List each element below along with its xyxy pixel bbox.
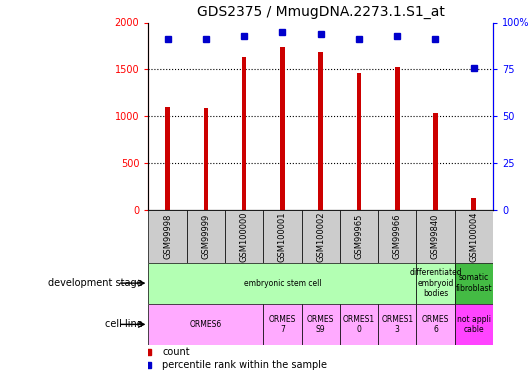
Bar [319, 52, 323, 210]
Text: GSM100000: GSM100000 [240, 211, 249, 261]
Bar [204, 108, 208, 210]
Text: ORMES
S9: ORMES S9 [307, 315, 334, 334]
Text: ORMES1
0: ORMES1 0 [343, 315, 375, 334]
Bar [280, 47, 285, 210]
Bar [417, 262, 455, 304]
Bar [455, 304, 493, 345]
Text: percentile rank within the sample: percentile rank within the sample [162, 360, 327, 370]
Bar [417, 210, 455, 262]
Text: differentiated
embryoid
bodies: differentiated embryoid bodies [409, 268, 462, 298]
Text: count: count [162, 346, 190, 357]
Bar [340, 304, 378, 345]
Bar [357, 73, 361, 210]
Text: development stage: development stage [48, 278, 143, 288]
Text: GSM99999: GSM99999 [201, 214, 210, 259]
Bar [340, 210, 378, 262]
Bar [455, 210, 493, 262]
Bar [378, 304, 417, 345]
Bar [187, 210, 225, 262]
Title: GDS2375 / MmugDNA.2273.1.S1_at: GDS2375 / MmugDNA.2273.1.S1_at [197, 5, 445, 19]
Text: ORMES
7: ORMES 7 [269, 315, 296, 334]
Bar [263, 304, 302, 345]
Bar [395, 67, 400, 210]
Bar [455, 262, 493, 304]
Text: ORMES
6: ORMES 6 [422, 315, 449, 334]
Text: GSM100004: GSM100004 [469, 211, 478, 261]
Bar [225, 210, 263, 262]
Bar [378, 210, 417, 262]
Bar [433, 112, 438, 210]
Bar [263, 210, 302, 262]
Text: GSM99840: GSM99840 [431, 214, 440, 259]
Text: embryonic stem cell: embryonic stem cell [244, 279, 321, 288]
Bar [242, 57, 246, 210]
Bar [148, 262, 417, 304]
Text: GSM100002: GSM100002 [316, 211, 325, 261]
Text: GSM100001: GSM100001 [278, 211, 287, 261]
Bar [302, 210, 340, 262]
Bar [148, 210, 187, 262]
Text: GSM99998: GSM99998 [163, 214, 172, 259]
Bar [472, 198, 476, 210]
Bar [148, 304, 263, 345]
Text: somatic
fibroblast: somatic fibroblast [455, 273, 492, 293]
Text: GSM99965: GSM99965 [355, 214, 364, 259]
Bar [417, 304, 455, 345]
Text: not appli
cable: not appli cable [457, 315, 491, 334]
Bar [165, 107, 170, 210]
Text: cell line: cell line [105, 320, 143, 329]
Text: ORMES1
3: ORMES1 3 [381, 315, 413, 334]
Bar [302, 304, 340, 345]
Text: ORMES6: ORMES6 [190, 320, 222, 329]
Text: GSM99966: GSM99966 [393, 213, 402, 259]
